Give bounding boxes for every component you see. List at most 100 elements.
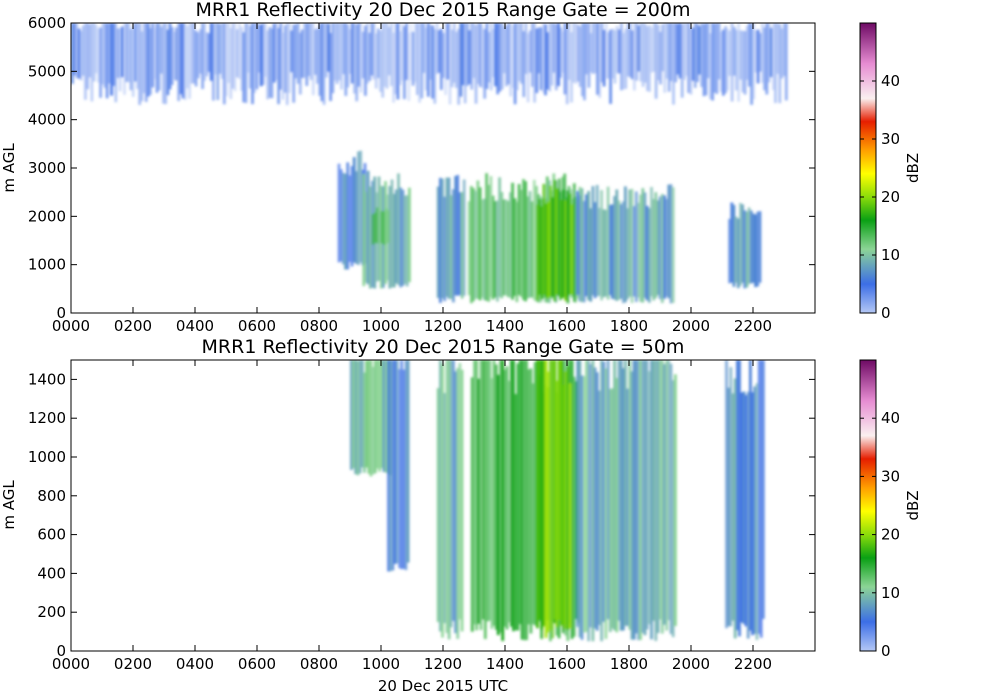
echo-column [474,191,478,299]
echo-column [485,173,488,301]
echo-column [251,23,254,105]
echo-column [201,23,204,89]
echo-column [678,23,682,79]
echo-column [624,186,627,303]
x-tick-label: 1800 [610,317,648,335]
echo-column [476,23,480,84]
echo-column [641,188,645,303]
echo-column [288,23,291,93]
echo-column [652,360,656,621]
echo-column [468,30,471,85]
echo-column [565,23,569,105]
echo-column [458,363,462,620]
echo-column [366,170,370,285]
echo-column [562,384,565,625]
echo-column [544,203,548,298]
x-ticks: 0000 0200 0400 0600 0800 1000 1200 1400 1600 1800… [52,23,772,335]
echo-column [736,218,740,289]
echo-column [362,174,366,287]
echo-column [490,378,494,629]
echo-column [600,360,603,642]
echo-column [637,25,641,72]
echo-column [335,23,339,84]
echo-column [357,23,361,87]
echo-column [576,360,580,627]
echo-column [639,360,642,640]
echo-column [553,360,557,620]
echo-column [449,195,453,299]
echo-column [199,29,202,74]
echo-column [131,26,135,97]
echo-column [533,361,537,626]
echo-column [771,23,775,91]
echo-column [394,23,398,95]
echo-column [450,29,454,88]
echo-column [372,23,376,80]
echo-column [634,191,638,302]
echo-column [479,360,483,630]
echo-column [719,31,723,92]
x-tick-label: 1600 [548,317,586,335]
echo-column [536,360,539,629]
echo-column [674,374,677,626]
echo-column [426,23,430,97]
echo-column [350,166,354,267]
echo-column [602,209,606,298]
echo-column [431,25,434,99]
echo-column [660,360,664,634]
echo-column [551,360,554,639]
echo-column [377,28,380,79]
echo-column [496,374,500,635]
echo-column [578,195,582,302]
colorbar-tick-label: 0 [881,304,891,322]
echo-column [562,189,565,298]
echo-column [489,23,493,91]
echo-column [502,199,506,296]
echo-column [756,211,760,287]
echo-column [526,196,530,299]
x-tick-label: 1400 [486,317,524,335]
echo-column [749,210,753,284]
x-tick-label: 2000 [672,655,710,673]
echo-column [496,200,499,302]
echo-column [192,23,196,84]
echo-column [357,151,360,265]
echo-column [435,23,439,74]
echo-column [504,199,508,296]
echo-column [552,23,556,73]
echo-column [380,211,384,244]
echo-column [559,27,563,78]
x-tick-label: 0400 [176,655,214,673]
echo-column [400,360,403,570]
colorbar-tick-label: 0 [881,642,891,660]
echo-column [613,196,616,300]
echo-column [379,31,382,92]
echo-column [144,23,148,102]
echo-column [499,360,502,633]
echo-column [364,191,368,283]
echo-column [585,23,589,75]
colorbar-tick-label: 20 [881,526,900,544]
echo-column [598,207,601,296]
echo-column [452,360,455,621]
echo-column [544,24,547,96]
echo-column [392,32,395,103]
echo-column [594,23,597,74]
echo-column [329,33,332,101]
echo-column [346,162,350,270]
echo-column [460,369,464,632]
echo-column [645,205,649,301]
echo-column [647,371,651,625]
echo-column [506,201,510,298]
echo-column [748,23,751,87]
echo-column [530,201,534,298]
echo-column [564,200,567,301]
echo-column [518,360,522,625]
echo-column [393,360,397,564]
echo-column [175,27,178,81]
echo-column [608,204,612,296]
echo-column [654,23,658,99]
echo-column [650,187,653,297]
echo-column [120,26,124,78]
y-tick-label: 6000 [28,14,66,32]
